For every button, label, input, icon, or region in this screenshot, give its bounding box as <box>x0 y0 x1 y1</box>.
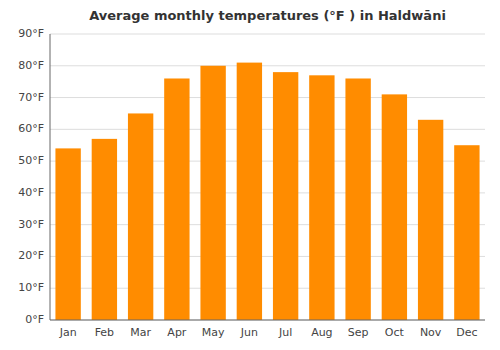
bars <box>55 63 479 320</box>
chart: 0°F 10°F 20°F 30°F 40°F 50°F 60°F 70°F 80°F 90°F J… <box>0 0 500 350</box>
y-tick-label: 20°F <box>18 249 44 262</box>
x-axis: Jan Feb Mar Apr May Jun Jul Aug Sep Oct Nov Dec <box>59 326 478 339</box>
x-tick-label: Feb <box>95 326 114 339</box>
bar <box>345 78 370 320</box>
x-axis-line <box>50 320 485 321</box>
bar <box>237 63 262 320</box>
bar <box>92 139 117 320</box>
bar <box>128 113 153 320</box>
y-tick-label: 90°F <box>18 27 44 40</box>
x-tick-label: Mar <box>130 326 151 339</box>
y-tick-label: 30°F <box>18 218 44 231</box>
bar <box>454 145 479 320</box>
y-tick-label: 70°F <box>18 91 44 104</box>
x-tick-label: Oct <box>385 326 405 339</box>
grid-line <box>50 97 485 98</box>
x-tick-label: Jun <box>240 326 258 339</box>
x-tick-label: May <box>202 326 225 339</box>
bar <box>164 78 189 320</box>
x-tick-label: Dec <box>456 326 477 339</box>
y-axis-line <box>50 34 51 320</box>
grid-line <box>50 320 485 321</box>
x-tick-label: Apr <box>167 326 187 339</box>
grid <box>50 34 485 320</box>
grid-line <box>50 65 485 66</box>
bar <box>55 148 80 320</box>
y-tick-label: 40°F <box>18 186 44 199</box>
grid-line <box>50 34 485 35</box>
y-tick-label: 10°F <box>18 281 44 294</box>
bar <box>309 75 334 320</box>
bar <box>273 72 298 320</box>
title: Average monthly temperatures (°F ) in Ha… <box>89 8 446 23</box>
bar <box>418 120 443 320</box>
bar <box>200 66 225 320</box>
x-tick-label: Jul <box>278 326 292 339</box>
chart-container: 0°F 10°F 20°F 30°F 40°F 50°F 60°F 70°F 80°F 90°F J… <box>0 0 500 350</box>
x-tick-label: Jan <box>59 326 77 339</box>
y-tick-label: 80°F <box>18 59 44 72</box>
y-axis: 0°F 10°F 20°F 30°F 40°F 50°F 60°F 70°F 80°F 90°F <box>18 27 44 326</box>
y-tick-label: 50°F <box>18 154 44 167</box>
x-tick-label: Aug <box>311 326 332 339</box>
x-tick-label: Sep <box>348 326 369 339</box>
y-tick-label: 60°F <box>18 122 44 135</box>
y-tick-label: 0°F <box>25 313 44 326</box>
bar <box>382 94 407 320</box>
x-tick-label: Nov <box>420 326 442 339</box>
